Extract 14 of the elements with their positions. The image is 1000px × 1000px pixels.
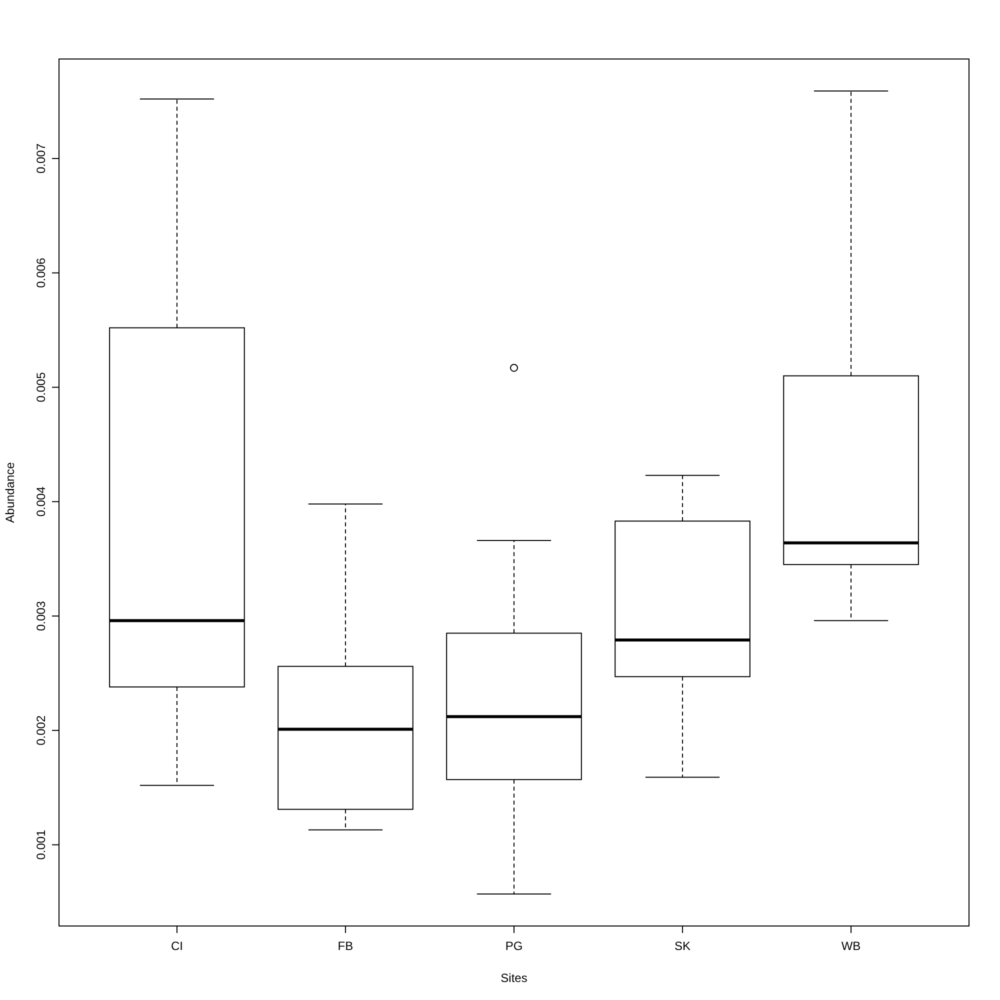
x-tick-label: FB (338, 939, 354, 953)
x-axis-title: Sites (500, 971, 528, 985)
y-tick-label: 0.004 (34, 486, 48, 517)
y-tick-label: 0.003 (34, 600, 48, 632)
x-tick-label: PG (505, 939, 523, 953)
y-tick-label: 0.001 (34, 829, 48, 860)
y-axis-title: Abundance (3, 462, 17, 523)
y-tick-label: 0.006 (34, 258, 48, 288)
x-tick-label: SK (674, 939, 691, 953)
y-tick-label: 0.002 (34, 715, 48, 746)
y-tick-label: 0.005 (34, 372, 48, 402)
x-tick-label: WB (841, 939, 861, 953)
y-tick-label: 0.007 (34, 143, 48, 174)
x-tick-label: CI (170, 939, 183, 953)
